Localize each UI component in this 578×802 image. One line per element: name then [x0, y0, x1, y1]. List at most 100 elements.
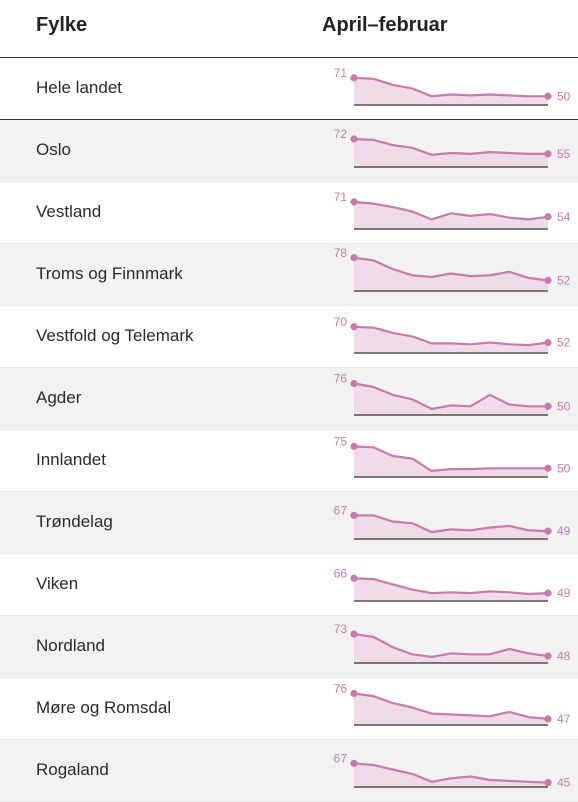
sparkline-start-point [350, 254, 358, 262]
county-label: Troms og Finnmark [36, 264, 183, 283]
table-row: Trøndelag 67 49 [0, 492, 578, 554]
sparkline-line [352, 325, 550, 347]
start-value-label: 70 [334, 315, 348, 329]
sparkline-end-point [544, 652, 552, 660]
end-value-label: 55 [557, 147, 571, 161]
sparkline-start-point [350, 135, 358, 143]
sparkline-line [352, 382, 550, 410]
sparkline-line [352, 762, 550, 784]
sparkline-line [352, 200, 550, 221]
county-label: Møre og Romsdal [36, 698, 172, 717]
end-value-label: 52 [557, 336, 571, 350]
sparkline-area [354, 578, 548, 601]
sparkline-area [354, 693, 548, 725]
sparkline: 75 50 [334, 434, 571, 478]
end-value-label: 48 [557, 649, 571, 663]
start-value-label: 71 [334, 190, 348, 204]
sparkline: 72 55 [334, 127, 571, 168]
sparkline-area [354, 326, 548, 353]
sparkline: 70 52 [334, 315, 571, 354]
sparkline: 76 47 [334, 682, 571, 726]
sparkline: 67 45 [334, 751, 571, 790]
end-value-label: 50 [557, 89, 571, 103]
start-value-label: 73 [334, 622, 348, 636]
start-value-label: 72 [334, 127, 348, 141]
county-label: Vestland [36, 202, 102, 221]
start-value-label: 67 [334, 503, 348, 517]
sparkline-end-point [544, 150, 552, 158]
end-value-label: 52 [557, 274, 571, 288]
sparkline-area [354, 201, 548, 229]
sparkline: 73 48 [334, 622, 571, 664]
sparkline-end-point [544, 92, 552, 100]
table-row: Viken 66 49 [0, 554, 578, 616]
sparkline-end-point [544, 715, 552, 723]
start-value-label: 76 [334, 372, 348, 386]
sparkline-area [354, 634, 548, 663]
table-row: Innlandet 75 50 [0, 430, 578, 492]
end-value-label: 49 [557, 586, 571, 600]
start-value-label: 66 [334, 566, 348, 580]
end-value-label: 47 [557, 712, 571, 726]
sparkline-start-point [350, 379, 358, 388]
sparkline: 71 54 [334, 190, 571, 230]
end-value-label: 45 [557, 776, 571, 790]
county-label: Viken [36, 574, 79, 593]
sparkline-line [352, 692, 550, 720]
sparkline: 67 49 [334, 503, 571, 540]
sparkline-end-point [544, 213, 552, 221]
sparkline: 71 50 [334, 66, 571, 106]
table-row: Hele landet 71 50 [0, 58, 578, 120]
end-value-label: 49 [557, 524, 571, 538]
county-label: Hele landet [36, 78, 123, 97]
end-value-label: 50 [557, 461, 571, 475]
end-value-label: 50 [557, 399, 571, 413]
sparkline-line [352, 76, 550, 98]
county-label: Agder [36, 388, 82, 407]
table-row: Rogaland 67 45 [0, 740, 578, 802]
sparkline-line [352, 137, 550, 156]
start-value-label: 71 [334, 66, 348, 80]
sparkline-start-point [350, 511, 358, 519]
sparkline-end-point [544, 464, 552, 472]
table-row: Troms og Finnmark 78 52 [0, 244, 578, 306]
sparkline-end-point [544, 276, 552, 285]
start-value-label: 78 [334, 246, 348, 260]
table-row: Vestfold og Telemark 70 52 [0, 306, 578, 368]
header-period: April–februar [322, 14, 448, 36]
sparkline: 76 50 [334, 372, 571, 416]
sparkline-line [352, 514, 550, 534]
table-row: Møre og Romsdal 76 47 [0, 678, 578, 740]
sparkline-start-point [350, 630, 358, 638]
county-label: Vestfold og Telemark [36, 326, 194, 345]
sparkline-start-point [350, 74, 358, 82]
table-header: Fylke April–februar [0, 0, 578, 58]
sparkline-end-point [544, 589, 552, 597]
sparkline-start-point [350, 442, 358, 450]
table-row: Oslo 72 55 [0, 120, 578, 182]
sparkline-start-point [350, 198, 358, 206]
county-label: Oslo [36, 140, 71, 159]
sparkline-end-point [544, 527, 552, 535]
table-row: Vestland 71 54 [0, 182, 578, 244]
table-row: Nordland 73 48 [0, 616, 578, 678]
sparkline: 66 49 [334, 566, 571, 602]
sparkline-line [352, 445, 550, 472]
sparkline-start-point [350, 574, 358, 582]
end-value-label: 54 [557, 210, 571, 224]
sparkline-start-point [350, 689, 358, 698]
start-value-label: 67 [334, 751, 348, 765]
sparkline-area [354, 77, 548, 105]
header-county: Fylke [36, 14, 88, 36]
sparkline-end-point [544, 338, 552, 347]
start-value-label: 76 [334, 682, 348, 696]
sparkline: 78 52 [334, 246, 571, 292]
sparkline-end-point [544, 402, 552, 410]
county-label: Nordland [36, 636, 105, 655]
sparkline-line [352, 633, 550, 658]
sparkline-start-point [350, 759, 358, 767]
sparkline-line [352, 256, 550, 282]
sparkline-line [352, 577, 550, 596]
county-label: Rogaland [36, 760, 109, 779]
sparkline-start-point [350, 323, 358, 331]
